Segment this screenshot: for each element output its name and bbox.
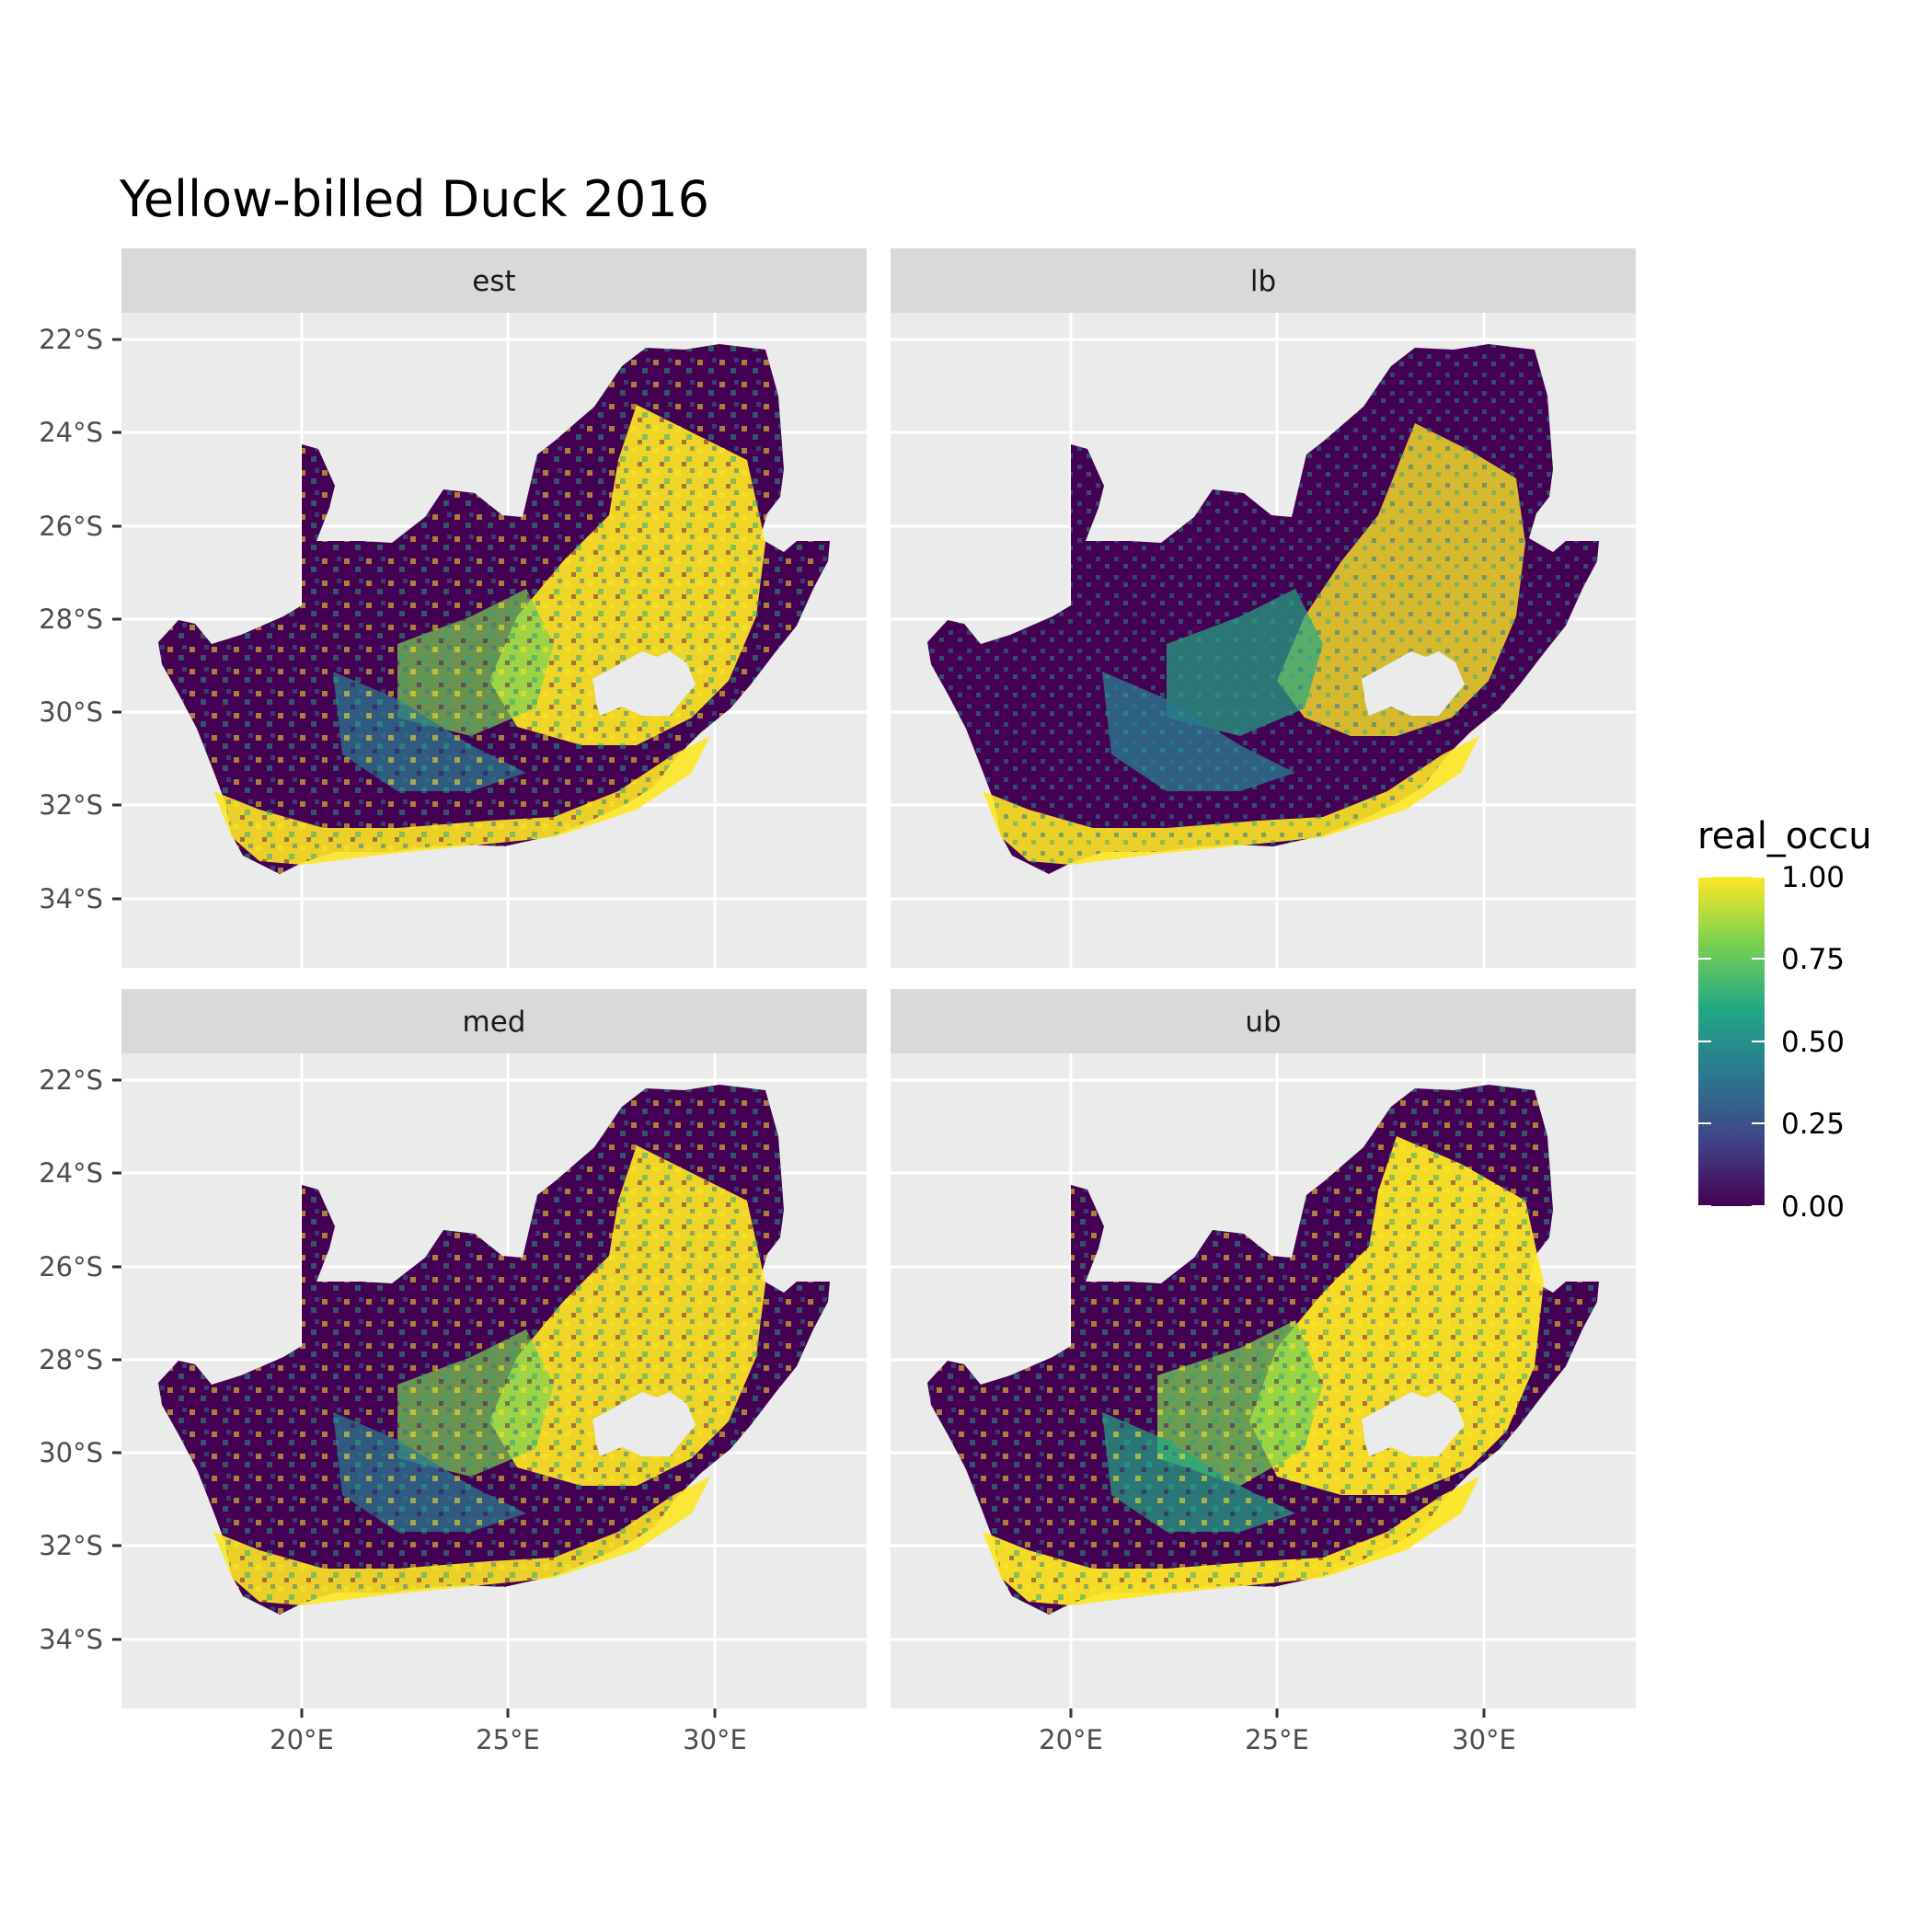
occupancy-map [927, 1085, 1599, 1615]
y-axis-top [112, 338, 121, 901]
y-tick-label: 32°S [39, 789, 103, 821]
strip-label: ub [1245, 1006, 1281, 1039]
x-axis-ticks [300, 1708, 1486, 1718]
lesotho-hole [592, 651, 696, 716]
y-tick-label: 22°S [39, 324, 103, 355]
occupancy-speckle [158, 344, 830, 874]
y-tick-label: 26°S [39, 1251, 103, 1282]
x-tick-label: 20°E [1039, 1724, 1103, 1755]
strip-background [891, 248, 1636, 313]
x-tick-label: 20°E [270, 1724, 334, 1755]
occupancy-map [158, 344, 830, 874]
lesotho-hole [1362, 651, 1465, 716]
y-axis-bottom [112, 1078, 121, 1641]
legend-label: 0.75 [1781, 943, 1845, 976]
x-tick-label: 25°E [476, 1724, 540, 1755]
facet-panel-lb: lb [891, 248, 1636, 968]
x-tick-label: 30°E [1452, 1724, 1516, 1755]
map-area [891, 313, 1636, 968]
legend-label: 1.00 [1781, 861, 1845, 894]
x-tick-label: 25°E [1245, 1724, 1309, 1755]
y-tick-label: 24°S [39, 1157, 103, 1189]
y-tick-label: 26°S [39, 511, 103, 542]
y-tick-label: 30°S [39, 696, 103, 728]
y-tick-label: 28°S [39, 1344, 103, 1375]
strip-label: lb [1250, 265, 1276, 298]
legend: real_occu 1.00 0.75 0.50 0.25 0.00 [1697, 815, 1872, 1224]
facet-panel-est: est [121, 248, 867, 968]
occupancy-speckle [927, 344, 1599, 874]
facet-panel-ub: ub [891, 989, 1636, 1708]
strip-background [121, 248, 867, 313]
map-area [121, 1053, 867, 1708]
occupancy-speckle [927, 1085, 1599, 1615]
y-tick-label: 30°S [39, 1437, 103, 1468]
y-tick-label: 34°S [39, 1624, 103, 1655]
map-area [121, 313, 867, 968]
legend-label: 0.00 [1781, 1190, 1845, 1224]
y-tick-label: 22°S [39, 1064, 103, 1096]
plot-title: Yellow-billed Duck 2016 [119, 170, 709, 228]
legend-label: 0.50 [1781, 1026, 1845, 1059]
legend-label: 0.25 [1781, 1108, 1845, 1141]
strip-background [121, 989, 867, 1053]
legend-title: real_occu [1697, 815, 1872, 857]
strip-label: med [463, 1006, 526, 1039]
y-tick-label: 28°S [39, 604, 103, 635]
y-tick-label: 34°S [39, 883, 103, 914]
y-axis-top-labels: 22°S 24°S 26°S 28°S 30°S 32°S 34°S [39, 324, 103, 914]
occupancy-map [927, 344, 1599, 874]
y-axis-bottom-labels: 22°S 24°S 26°S 28°S 30°S 32°S 34°S [39, 1064, 103, 1655]
lesotho-hole [592, 1392, 696, 1456]
y-tick-label: 24°S [39, 417, 103, 448]
facet-panel-med: med [121, 989, 867, 1708]
map-area [891, 1053, 1636, 1708]
occupancy-map [158, 1085, 830, 1615]
occupancy-speckle [158, 1085, 830, 1615]
legend-ticks [1698, 876, 1765, 1207]
lesotho-hole [1362, 1392, 1465, 1456]
y-tick-label: 32°S [39, 1530, 103, 1561]
strip-background [891, 989, 1636, 1053]
x-tick-label: 30°E [683, 1724, 747, 1755]
x-axis-labels: 20°E 25°E 30°E 20°E 25°E 30°E [270, 1724, 1516, 1755]
strip-label: est [472, 265, 515, 298]
